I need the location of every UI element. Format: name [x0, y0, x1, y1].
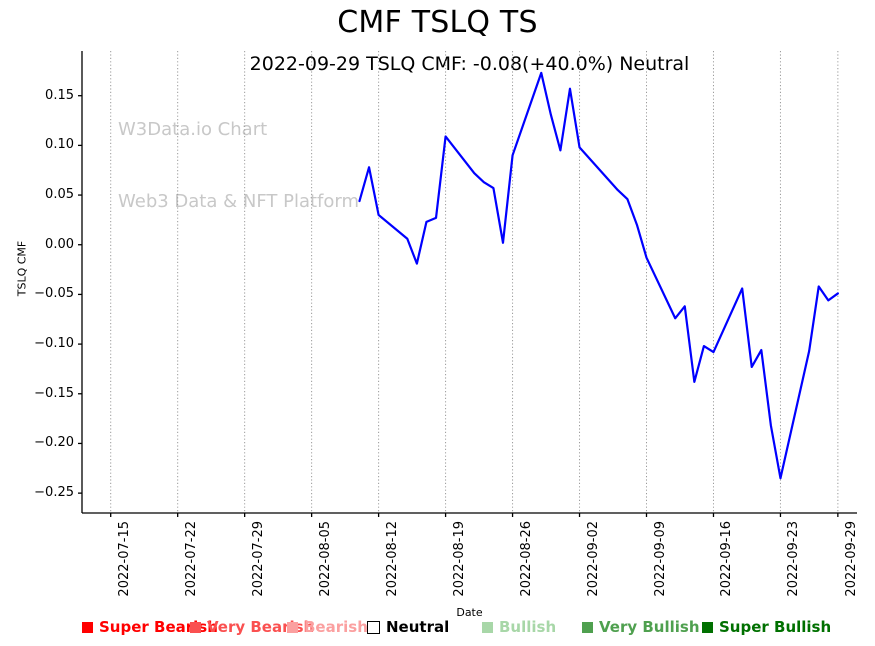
- data-line-tslq-cmf: [358, 71, 839, 480]
- legend-item-label: Bearish: [304, 618, 368, 636]
- legend-swatch-icon: [190, 621, 201, 633]
- legend-item-bullish[interactable]: Bullish: [482, 618, 556, 636]
- legend: Super Bearish Very Bearish Bearish Neutral B…: [82, 618, 857, 642]
- watermark-line-1: W3Data.io Chart: [118, 119, 268, 140]
- y-axis-tick-label: −0.20: [34, 435, 74, 451]
- y-axis-tick-label: 0.15: [45, 87, 74, 103]
- legend-swatch-icon: [482, 621, 493, 633]
- chart-title: CMF TSLQ TS: [337, 5, 538, 40]
- legend-item-very-bullish[interactable]: Very Bullish: [582, 618, 700, 636]
- legend-item-label: Very Bullish: [599, 618, 700, 636]
- watermark: W3Data.io Chart Web3 Data & NFT Platform: [118, 70, 359, 262]
- legend-swatch-icon: [287, 621, 298, 633]
- y-axis-tick-label: −0.10: [34, 336, 74, 352]
- legend-item-label: Bullish: [499, 618, 557, 636]
- legend-item-label: Super Bullish: [719, 618, 832, 636]
- legend-item-label: Super Bearish: [99, 618, 218, 636]
- legend-swatch-icon: [367, 620, 380, 634]
- y-axis-tick-label: 0.05: [45, 187, 74, 203]
- y-axis-tick-label: 0.00: [45, 236, 74, 252]
- legend-item-label: Neutral: [386, 618, 450, 636]
- x-axis-label: Date: [456, 606, 483, 619]
- y-axis-tick-label: −0.05: [34, 286, 74, 302]
- y-axis-tick-label: −0.25: [34, 485, 74, 501]
- legend-swatch-icon: [82, 621, 93, 633]
- legend-swatch-icon: [582, 621, 593, 633]
- legend-item-bearish[interactable]: Bearish: [287, 618, 368, 636]
- y-axis-tick-label: 0.10: [45, 137, 74, 153]
- y-axis-tick-label: −0.15: [34, 385, 74, 401]
- legend-item-super-bullish[interactable]: Super Bullish: [702, 618, 831, 636]
- watermark-line-2: Web3 Data & NFT Platform: [118, 191, 360, 212]
- legend-item-neutral[interactable]: Neutral: [367, 618, 449, 636]
- legend-swatch-icon: [702, 621, 713, 633]
- legend-item-super-bearish[interactable]: Super Bearish: [82, 618, 218, 636]
